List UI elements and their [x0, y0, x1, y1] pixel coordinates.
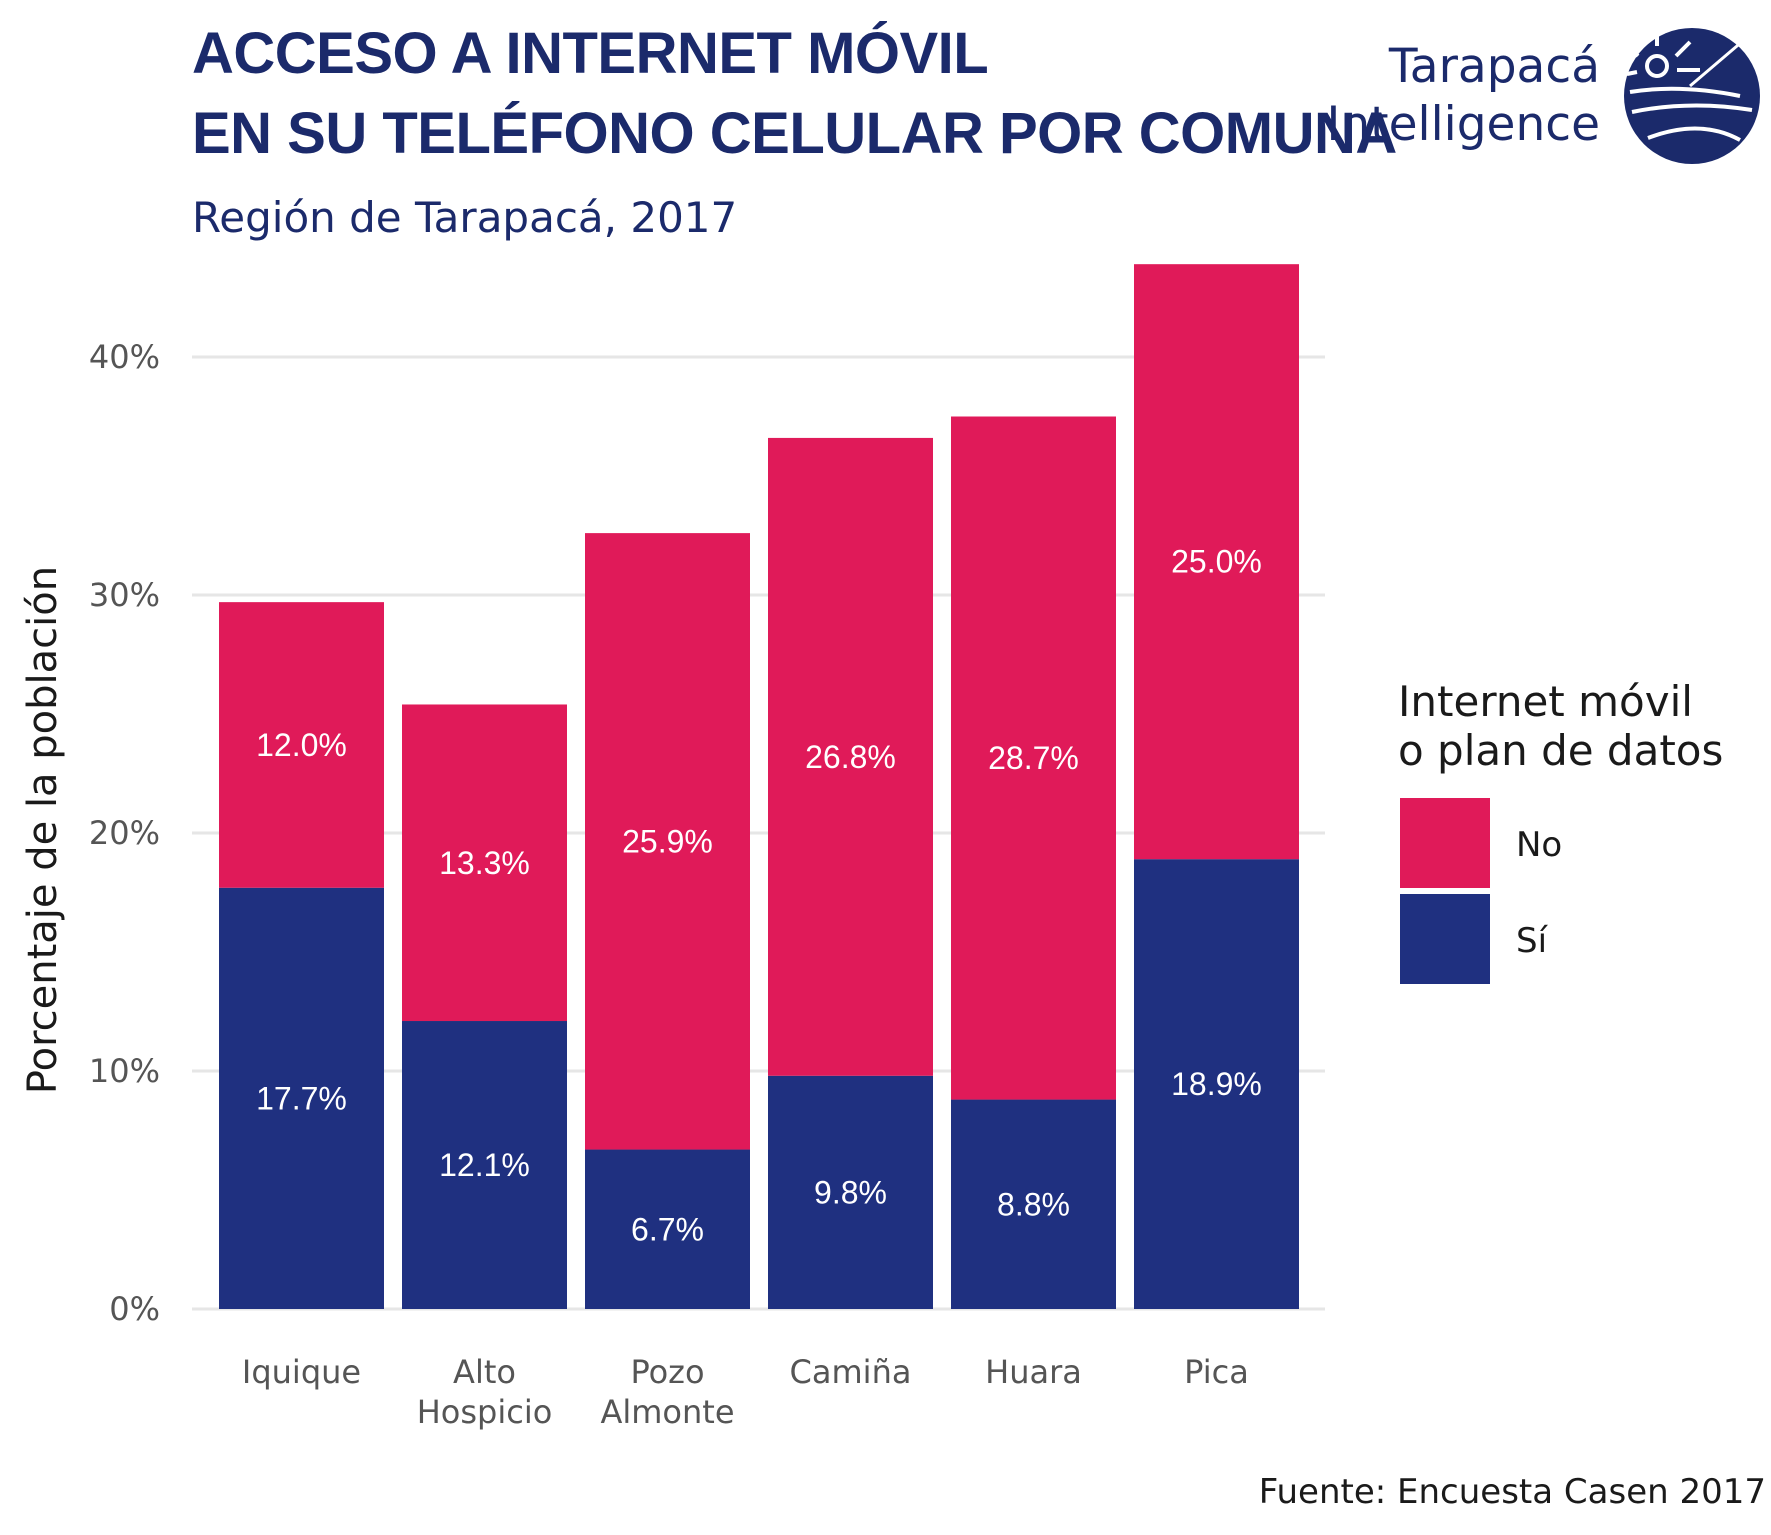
y-axis-tick-labels: 0% 10% 20% 30% 40%: [89, 338, 160, 1328]
legend-swatch-si: [1400, 894, 1490, 984]
bar-value-labels: 17.7% 12.0% 12.1% 13.3% 6.7% 25.9% 9.8% 26.8% 8.…: [256, 544, 1262, 1248]
bar-label-si: 6.7%: [631, 1211, 704, 1247]
bar-no: [768, 437, 933, 1076]
bar-si: [402, 1021, 567, 1309]
x-tick-label: Pozo: [630, 1353, 704, 1391]
y-tick-label: 40%: [89, 338, 160, 376]
x-tick-label: Alto: [453, 1353, 516, 1391]
bar-label-no: 25.9%: [622, 823, 713, 859]
bar-no: [402, 704, 567, 1022]
bar-no: [219, 602, 384, 888]
bar-si: [951, 1099, 1116, 1309]
bar-no: [585, 533, 750, 1150]
legend-label-no: No: [1516, 825, 1562, 865]
bar-si: [219, 887, 384, 1309]
x-tick-label: Camiña: [790, 1353, 912, 1391]
bar-si: [1134, 859, 1299, 1309]
bar-label-si: 9.8%: [814, 1174, 887, 1210]
bar-label-no: 25.0%: [1171, 544, 1262, 580]
y-tick-label: 30%: [89, 576, 160, 614]
bar-label-no: 28.7%: [988, 740, 1079, 776]
logo-text-line-2: Intelligence: [1327, 97, 1600, 152]
bar-no: [1134, 264, 1299, 860]
bar-label-si: 17.7%: [256, 1080, 347, 1116]
x-tick-label: Almonte: [600, 1393, 734, 1431]
source-note: Fuente: Encuesta Casen 2017: [1259, 1472, 1766, 1512]
x-tick-label: Pica: [1184, 1353, 1249, 1391]
bar-label-si: 18.9%: [1171, 1066, 1262, 1102]
chart-title-line-1: ACCESO A INTERNET MÓVIL: [192, 21, 988, 86]
bar-label-no: 26.8%: [805, 739, 896, 775]
logo-text-line-1: Tarapacá: [1388, 39, 1600, 94]
bar-label-no: 12.0%: [256, 727, 347, 763]
legend-label-si: Sí: [1516, 921, 1549, 961]
x-tick-label: Iquique: [242, 1353, 361, 1391]
bar-si: [768, 1075, 933, 1309]
legend-title-line-2: o plan de datos: [1398, 726, 1723, 775]
chart-subtitle: Región de Tarapacá, 2017: [192, 193, 737, 242]
bar-label-si: 12.1%: [439, 1147, 530, 1183]
y-tick-label: 10%: [89, 1052, 160, 1090]
sun-globe-logo-icon: [1624, 28, 1760, 164]
bar-no: [951, 416, 1116, 1100]
bar-si: [585, 1149, 750, 1309]
logo: Tarapacá Intelligence: [1327, 28, 1760, 164]
bar-label-no: 13.3%: [439, 845, 530, 881]
bar-label-si: 8.8%: [997, 1186, 1070, 1222]
x-tick-label: Hospicio: [417, 1393, 553, 1431]
y-tick-label: 0%: [109, 1290, 160, 1328]
legend-swatch-no: [1400, 798, 1490, 888]
legend: Internet móvil o plan de datos No Sí: [1398, 677, 1723, 984]
y-tick-label: 20%: [89, 814, 160, 852]
x-tick-label: Huara: [985, 1353, 1082, 1391]
y-axis-title: Porcentaje de la población: [20, 566, 66, 1094]
bars: [219, 264, 1299, 1309]
legend-title-line-1: Internet móvil: [1398, 677, 1693, 726]
chart-title-line-2: EN SU TELÉFONO CELULAR POR COMUNA: [192, 101, 1397, 166]
